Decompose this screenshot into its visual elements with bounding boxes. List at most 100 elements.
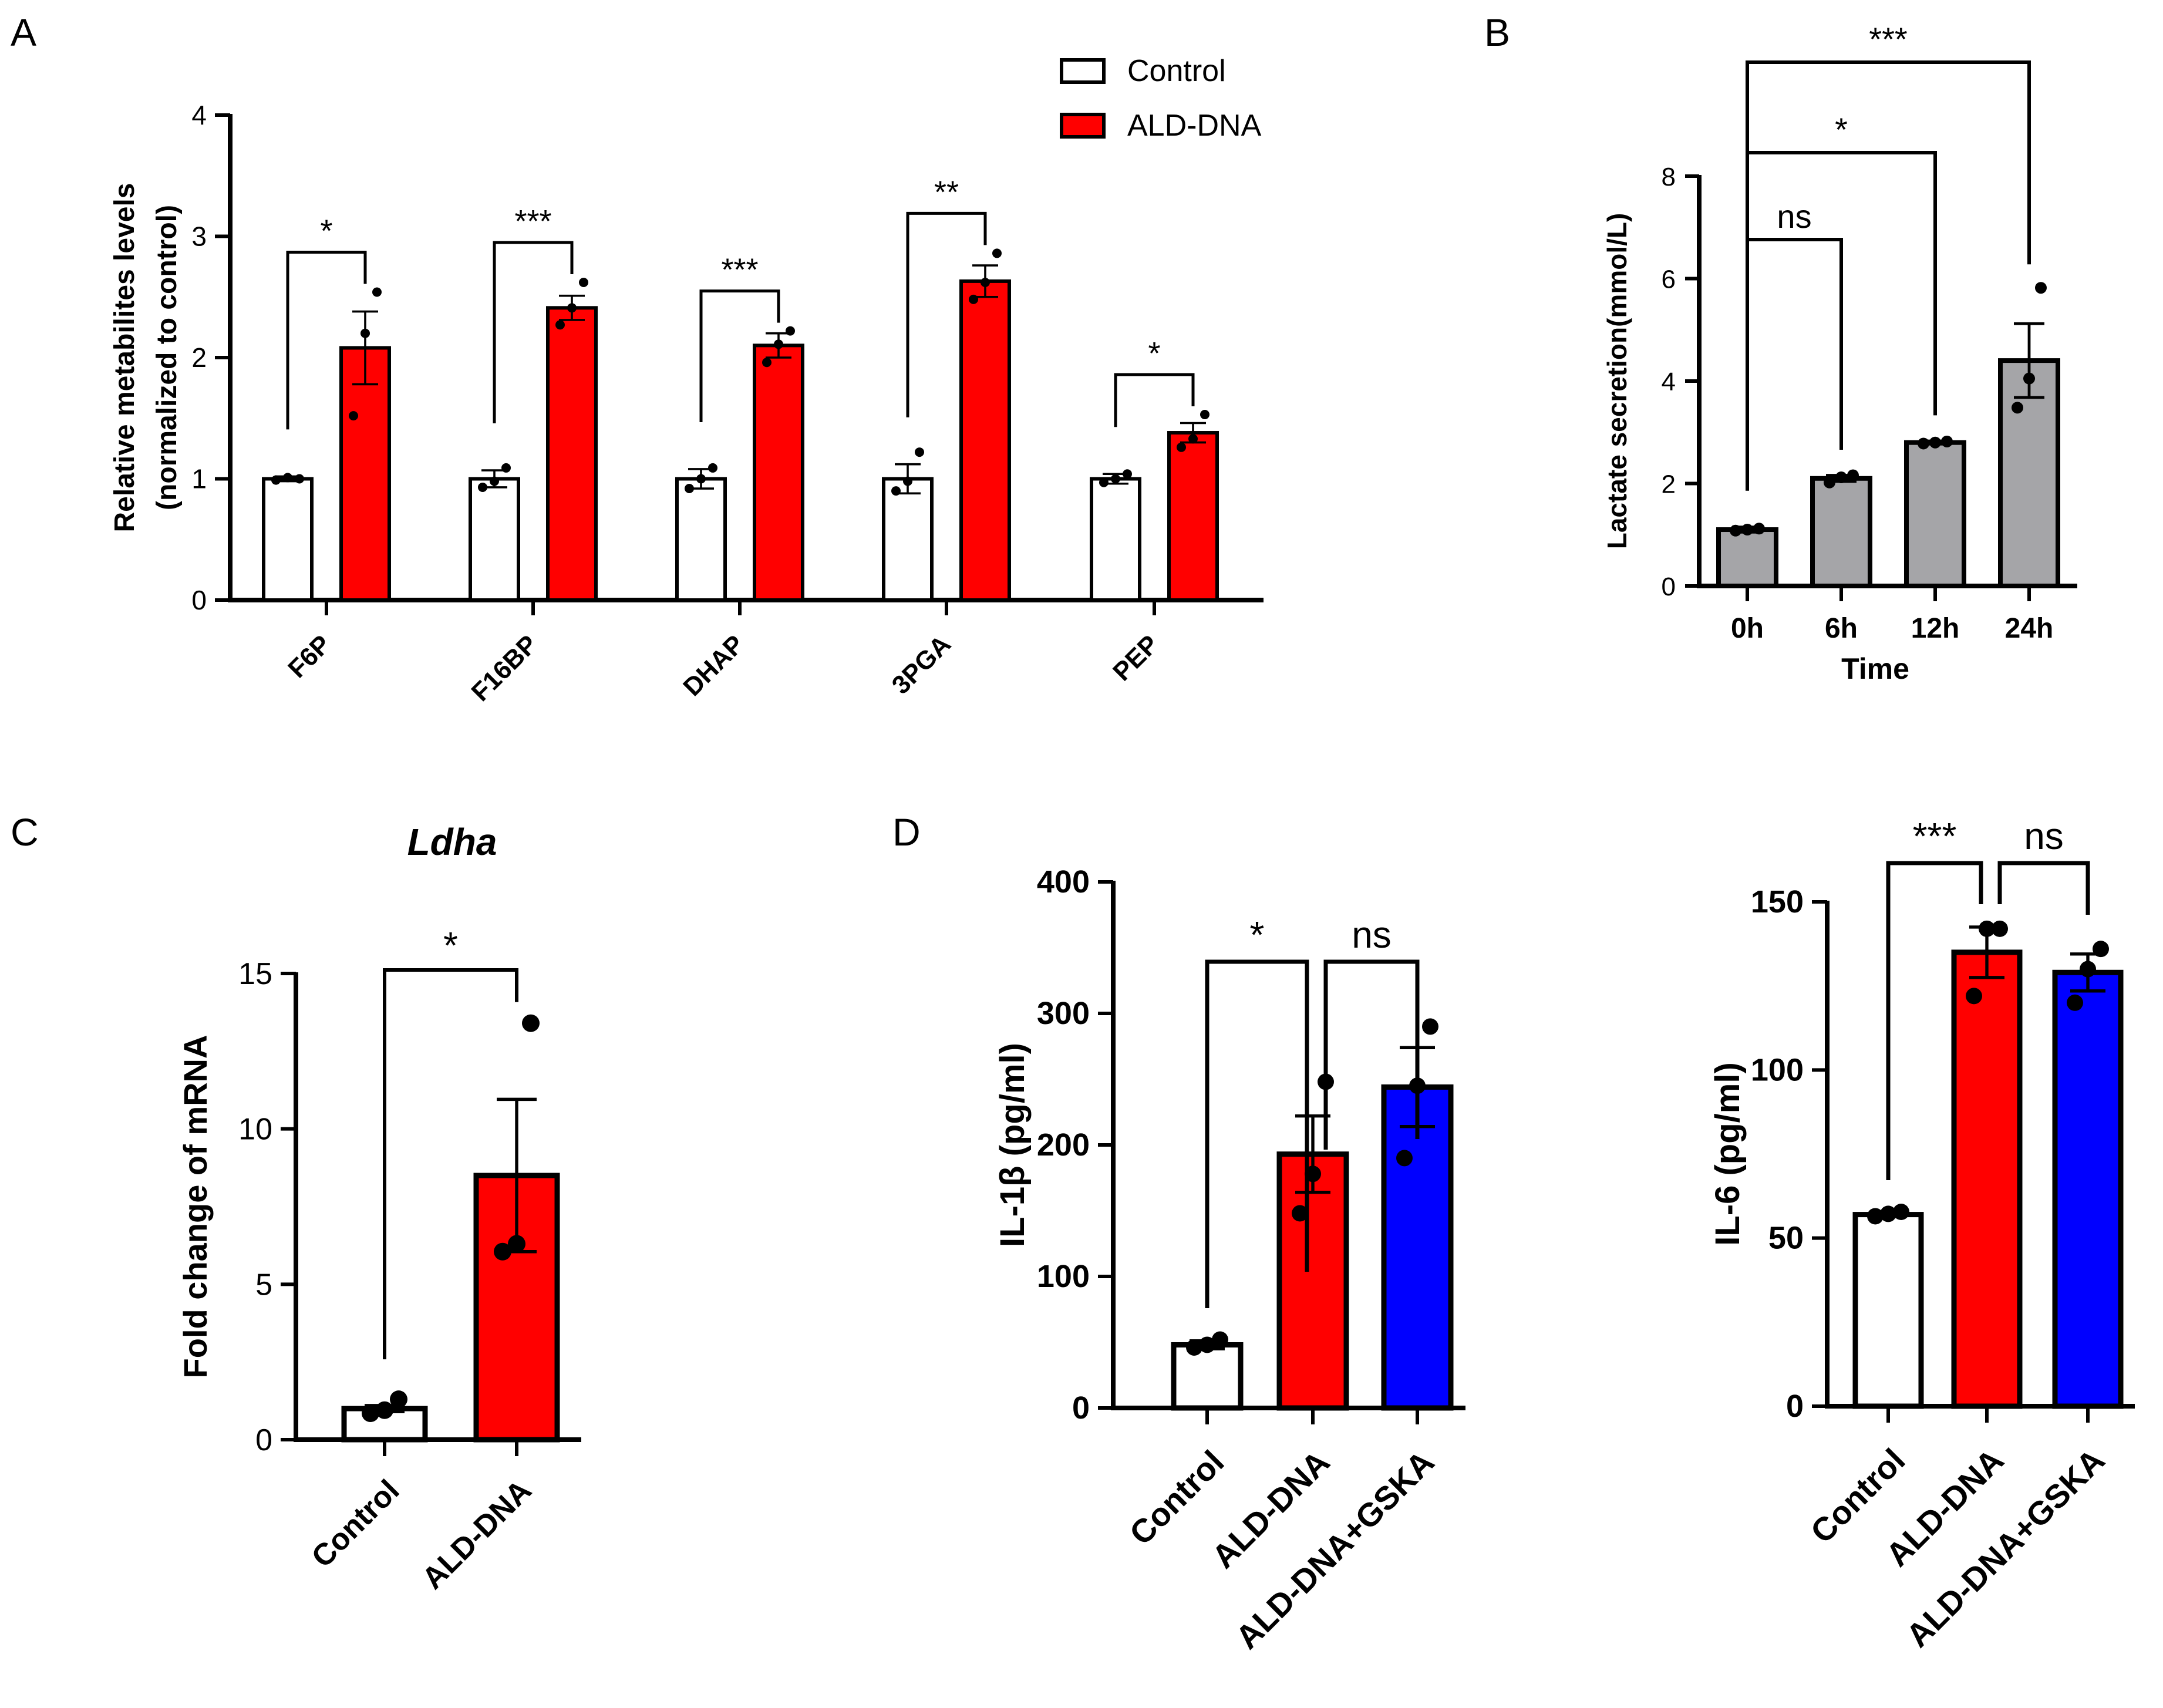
panel-a-y-tick-label: 2 [191,342,207,373]
panel-d1-bar-ald-dna-gska [1381,1084,1454,1411]
panel-a-legend-label: ALD-DNA [1127,109,1262,143]
panel-a-data-point [762,358,771,368]
panel-a-category-label: DHAP [678,629,750,702]
panel-d1-data-point [1422,1018,1438,1035]
panel-b-bar [1904,440,1966,589]
panel-c-data-point [376,1401,393,1419]
panel-c-category-label: ALD-DNA [416,1473,538,1595]
panel-d2-y-tick-label: 100 [1751,1052,1804,1087]
panel-a-significance-bracket [286,250,367,430]
panel-a-data-point [969,294,978,304]
panel-a-category-label: 3PGA [887,629,956,699]
panel-a-bar-ald-dna [339,346,391,602]
panel-b-significance-label: *** [1869,21,1907,58]
panel-d2-data-point [1979,920,1995,937]
panel-a-data-point [685,484,694,494]
panel-a-data-point [271,475,281,485]
panel-a-significance-bracket [699,289,780,422]
panel-d1-y-tick-label: 100 [1037,1259,1090,1294]
panel-a-bar-control [882,477,934,602]
panel-a-data-point [579,277,588,287]
panel-d2-significance-bracket [1997,861,2090,915]
panel-d2-category-label: ALD-DNA+GSKA [1899,1441,2111,1654]
panel-b-data-point [1918,437,1929,450]
panel-a-data-point [295,474,304,484]
panel-a-data-point [567,303,577,313]
panel-d1-y-label: IL-1β (pg/ml) [993,1043,1032,1247]
panel-a-category-label: F16BP [466,629,543,706]
panel-label-b: B [1484,11,1510,54]
panel-a-bar-ald-dna [753,343,804,602]
panel-a-data-point [490,476,499,486]
panel-a-bar-control [469,477,520,602]
panel-d1-significance-label: ns [1352,914,1392,956]
panel-label-a: A [11,11,36,54]
panel-b-data-point [2035,282,2047,294]
panel-a-data-point [1200,410,1209,420]
panel-c-data-point [390,1390,407,1409]
panel-b-data-point [1741,524,1753,536]
panel-a-bar-ald-dna [546,306,598,602]
panel-c-bar-ald-dna [473,1173,560,1443]
panel-a-data-point [1123,469,1132,479]
panel-b-data-point [1753,523,1765,535]
panel-a-data-point [708,463,717,473]
panel-a-y-tick-label: 4 [191,100,207,130]
panel-a-category-label: PEP [1107,629,1164,686]
panel-d1-significance-bracket [1323,959,1420,1150]
panel-d2-data-point [2093,941,2109,958]
panel-a-bar-ald-dna [959,279,1011,602]
panel-a-significance-label: *** [721,252,758,288]
panel-b-bar [1810,476,1872,589]
panel-d1-category-label: Control [1122,1443,1231,1552]
panel-a-bar-ald-dna [1167,431,1219,602]
panel-b-significance-label: ns [1777,198,1811,235]
panel-b-y-tick-label: 8 [1662,163,1676,191]
panel-c-y-tick-label: 0 [255,1423,272,1457]
panel-b-data-point [1730,524,1741,537]
panel-d2-bar-ald-dna-gska [2052,969,2124,1409]
panel-a-data-point [283,473,292,483]
panel-d1-data-point [1186,1339,1202,1356]
panel-d2-data-point [1867,1208,1884,1225]
panel-d2-bar-ald-dna [1951,949,2023,1409]
panel-a-category-label: F6P [282,629,336,683]
panel-a-data-point [349,411,358,421]
panel-a-significance-bracket [906,211,987,417]
panel-a-bar-control [262,477,314,602]
panel-a-y-label-line1: Relative metabilites levels [109,183,140,533]
panel-d2-y-tick-label: 150 [1751,884,1804,919]
panel-a-data-point [360,328,370,338]
panel-a-data-point [372,287,382,297]
panel-a-data-point [891,486,901,496]
panel-b-data-point [1941,435,1953,447]
panel-b-data-point [1824,476,1835,489]
panel-b-y-tick-label: 2 [1662,470,1676,499]
panel-c-significance-bracket [383,968,518,1360]
panel-d2-data-point [1992,920,2008,937]
panel-a-significance-label: ** [934,174,959,210]
panel-a-y-label-line2: (normalized to control) [151,205,183,510]
panel-a-data-point [992,248,1002,258]
panel-b-category-label: 24h [2005,613,2054,644]
panel-b-category-label: 6h [1825,613,1858,644]
panel-d1-data-point [1199,1336,1215,1353]
panel-a-significance-label: * [320,213,332,248]
panel-d2-data-point [2080,961,2096,978]
panel-a-significance-label: *** [514,204,551,239]
panel-a-data-point [555,320,565,330]
panel-c-data-point [362,1404,379,1423]
panel-b-y-tick-label: 0 [1662,572,1676,601]
panel-a-significance-bracket [493,241,574,424]
panel-a-y-tick-label: 1 [191,464,207,494]
panel-d1-y-tick-label: 400 [1037,864,1090,900]
panel-c-data-point [508,1235,525,1253]
panel-b-y-tick-label: 4 [1662,368,1676,396]
panel-b-y-tick-label: 6 [1662,265,1676,294]
panel-b-data-point [1847,469,1859,481]
panel-b-data-point [2012,402,2023,414]
panel-d2-significance-bracket [1886,861,1983,1180]
panel-c-title: Ldha [407,821,497,863]
panel-a-bar-control [1090,477,1141,602]
